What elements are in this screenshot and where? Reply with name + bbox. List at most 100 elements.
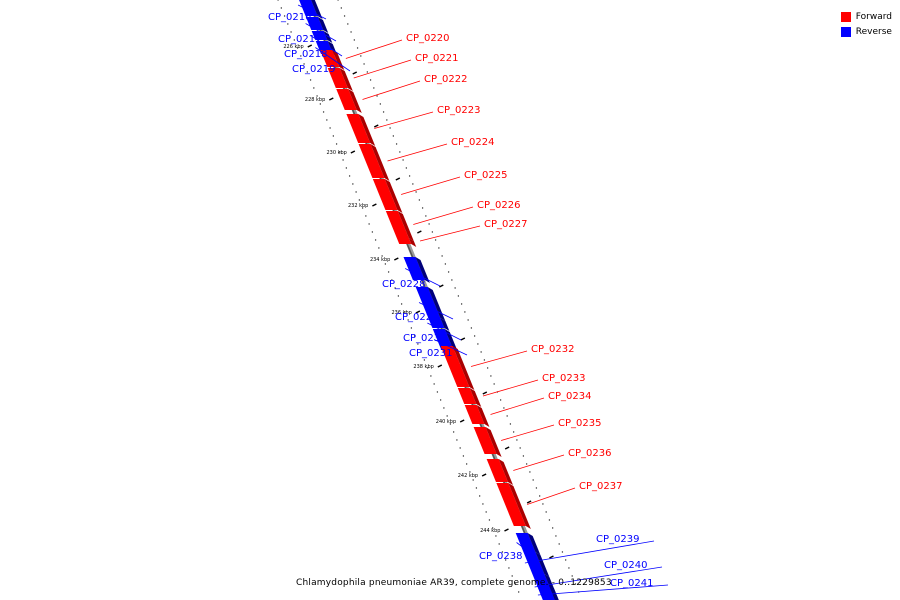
gene-label[interactable]: CP_0239: [596, 534, 639, 545]
guide-dot-right: [548, 519, 551, 521]
gene-label[interactable]: CP_0226: [477, 200, 520, 211]
gene-block[interactable]: [311, 31, 328, 40]
guide-dot-left: [417, 343, 419, 345]
gene-block[interactable]: [432, 329, 454, 350]
gene-label[interactable]: CP_0240: [604, 560, 647, 571]
guide-dot-left: [319, 103, 322, 105]
tick-label: 242 kbp: [458, 473, 478, 479]
gene-block[interactable]: [396, 238, 412, 244]
gene-block[interactable]: [457, 388, 477, 404]
gene-label[interactable]: CP_0232: [531, 344, 574, 355]
tick-mark: [350, 150, 356, 154]
gene-label[interactable]: CP_0229: [395, 312, 438, 323]
gene-label[interactable]: CP_0222: [424, 74, 467, 85]
gene-block[interactable]: [523, 552, 545, 574]
gene-block[interactable]: [346, 114, 371, 143]
gene-block[interactable]: [486, 459, 508, 482]
gene-block[interactable]: [496, 483, 526, 526]
gene-block[interactable]: [536, 585, 557, 600]
guide-dot-left: [462, 455, 465, 457]
guide-dot-right: [369, 79, 372, 81]
guide-dot-right: [568, 567, 570, 569]
guide-dot-left: [391, 279, 393, 281]
gene-block[interactable]: [385, 211, 409, 238]
gene-block[interactable]: [358, 144, 385, 178]
gene-label[interactable]: CP_0218: [284, 49, 327, 60]
tick-mark: [307, 44, 313, 48]
guide-dot-right: [441, 255, 443, 257]
guide-dot-left: [456, 439, 458, 441]
legend-reverse[interactable]: Reverse: [840, 24, 892, 39]
gene-block-shade: [527, 533, 541, 555]
guide-dot-left: [322, 111, 325, 113]
guide-dot-left: [283, 15, 286, 17]
gene-label[interactable]: CP_0220: [406, 33, 449, 44]
gene-block-shade: [452, 346, 475, 390]
tick-mark: [481, 473, 487, 477]
guide-dot-left: [329, 127, 331, 129]
guide-dot-left: [345, 167, 348, 169]
gene-block[interactable]: [403, 257, 425, 280]
gene-block[interactable]: [473, 427, 497, 454]
gene-block[interactable]: [327, 68, 348, 88]
guide-dot-right: [532, 479, 534, 481]
guide-dot-right: [389, 127, 391, 129]
guide-dot-right: [395, 143, 398, 145]
gene-label[interactable]: CP_0237: [579, 481, 622, 492]
gene-block[interactable]: [305, 17, 324, 30]
gene-label[interactable]: CP_0234: [548, 391, 591, 402]
tick-mark: [328, 97, 334, 101]
gene-label[interactable]: CP_0228: [382, 279, 425, 290]
gene-block[interactable]: [464, 405, 485, 424]
guide-dot-left: [381, 255, 383, 257]
gene-block-shade: [370, 144, 390, 181]
gene-label[interactable]: CP_0216: [268, 12, 311, 23]
gene-block-shade: [323, 31, 333, 43]
forward-swatch: [840, 11, 851, 22]
gene-label[interactable]: CP_0221: [415, 53, 458, 64]
guide-dot-right: [490, 375, 492, 377]
guide-dot-right: [506, 415, 508, 417]
tick-mark-minor: [395, 177, 401, 181]
gene-block[interactable]: [440, 346, 470, 387]
guide-dot-left: [400, 303, 403, 305]
gene-leader-line: [418, 302, 454, 320]
gene-block-shade: [317, 17, 329, 33]
gene-label[interactable]: CP_0236: [568, 448, 611, 459]
gene-label[interactable]: CP_0230: [403, 333, 446, 344]
gene-label[interactable]: CP_0231: [409, 348, 452, 359]
gene-label[interactable]: CP_0241: [610, 578, 653, 589]
gene-leader-line: [405, 268, 441, 287]
tick-mark: [415, 310, 421, 314]
reverse-label: Reverse: [855, 26, 892, 37]
legend-forward[interactable]: Forward: [840, 9, 892, 24]
forward-label: Forward: [855, 11, 892, 22]
gene-block[interactable]: [372, 179, 398, 210]
gene-label[interactable]: CP_0223: [437, 105, 480, 116]
gene-block[interactable]: [515, 533, 536, 552]
guide-dot-right: [340, 7, 343, 9]
guide-dot-left: [423, 359, 426, 361]
gene-label[interactable]: CP_0235: [558, 418, 601, 429]
tick-mark-minor: [417, 230, 422, 234]
gene-label[interactable]: CP_0224: [451, 137, 494, 148]
gene-label[interactable]: CP_0238: [479, 551, 522, 562]
gene-blocks: [297, 0, 559, 600]
gene-label[interactable]: CP_0227: [484, 219, 527, 230]
guide-dot-left: [387, 271, 390, 273]
guide-dot-left: [446, 415, 448, 417]
guide-dot-left: [495, 535, 497, 537]
guide-dot-right: [363, 63, 365, 65]
guide-dot-left: [430, 375, 432, 377]
guide-dot-left: [365, 215, 367, 217]
gene-block[interactable]: [297, 0, 318, 16]
gene-block-shade: [548, 585, 559, 600]
gene-label[interactable]: CP_0219: [292, 64, 335, 75]
guide-dot-right: [412, 183, 414, 185]
gene-leader-line: [413, 206, 474, 225]
gene-label[interactable]: CP_0217: [278, 34, 321, 45]
gene-label[interactable]: CP_0233: [542, 373, 585, 384]
gene-label[interactable]: CP_0225: [464, 170, 507, 181]
tick-mark: [372, 203, 377, 207]
gene-block[interactable]: [336, 89, 357, 110]
